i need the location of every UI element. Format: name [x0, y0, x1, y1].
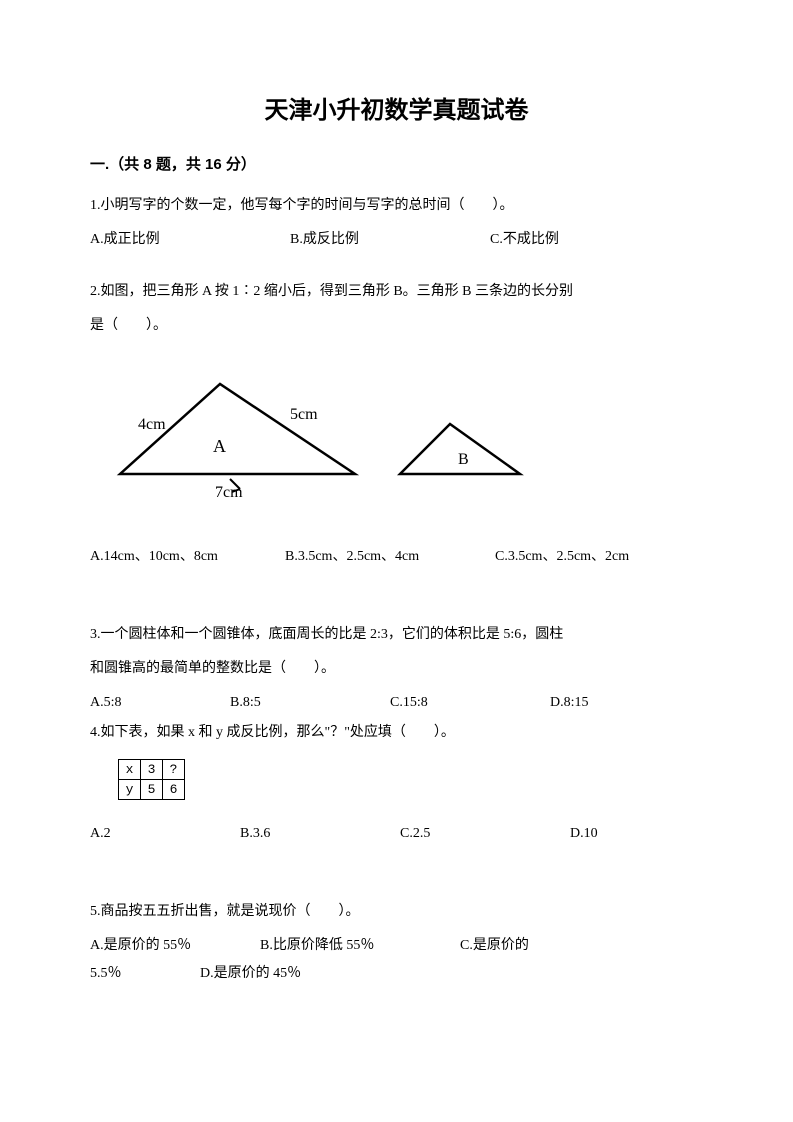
cell-y: y [119, 780, 141, 800]
q4-options: A.2 B.3.6 C.2.5 D.10 [90, 820, 703, 848]
q1-opt-c: C.不成比例 [490, 226, 559, 254]
q5-options-r1: A.是原价的 55％ B.比原价降低 55％ C.是原价的 [90, 932, 703, 960]
q2-opt-a: A.14cm、10cm、8cm [90, 543, 285, 571]
q3-opt-b: B.8:5 [230, 689, 390, 717]
q4-opt-a: A.2 [90, 820, 240, 848]
q2-text-l2: 是（ ）。 [90, 312, 703, 340]
q1-opt-b: B.成反比例 [290, 226, 490, 254]
cell-5: 5 [141, 780, 163, 800]
q4-opt-d: D.10 [570, 820, 598, 848]
q4-opt-b: B.3.6 [240, 820, 400, 848]
q1-opt-a: A.成正比例 [90, 226, 290, 254]
cell-q: ? [163, 760, 185, 780]
page-title: 天津小升初数学真题试卷 [90, 90, 703, 125]
tri-b-center-label: B [458, 451, 469, 468]
q3-text-l1: 3.一个圆柱体和一个圆锥体，底面周长的比是 2:3，它们的体积比是 5:6，圆柱 [90, 621, 703, 649]
q1-text: 1.小明写字的个数一定，他写每个字的时间与写字的总时间（ ）。 [90, 192, 703, 220]
q5-opt-d: D.是原价的 45％ [200, 960, 301, 988]
q2-opt-b: B.3.5cm、2.5cm、4cm [285, 543, 495, 571]
q2-opt-c: C.3.5cm、2.5cm、2cm [495, 543, 629, 571]
q5-opt-c2: 5.5％ [90, 960, 200, 988]
triangles-svg: 4cm 5cm 7cm A B [100, 364, 530, 514]
q3-opt-c: C.15:8 [390, 689, 550, 717]
table-row: x 3 ? [119, 760, 185, 780]
section-header: 一.（共 8 题，共 16 分） [90, 153, 703, 174]
q5-opt-c: C.是原价的 [460, 932, 529, 960]
table-row: y 5 6 [119, 780, 185, 800]
tri-a-right-label: 5cm [290, 406, 318, 423]
q5-opt-b: B.比原价降低 55％ [260, 932, 460, 960]
cell-3: 3 [141, 760, 163, 780]
q5-text: 5.商品按五五折出售，就是说现价（ ）。 [90, 898, 703, 926]
q3-opt-d: D.8:15 [550, 689, 589, 717]
q4-text: 4.如下表，如果 x 和 y 成反比例，那么"？"处应填（ ）。 [90, 719, 703, 747]
q2-text-l1: 2.如图，把三角形 A 按 1∶2 缩小后，得到三角形 B。三角形 B 三条边的… [90, 278, 703, 306]
tri-a-left-label: 4cm [138, 416, 166, 433]
q5-options-r2: 5.5％ D.是原价的 45％ [90, 960, 703, 988]
tri-a-center-label: A [213, 436, 226, 456]
q1-options: A.成正比例 B.成反比例 C.不成比例 [90, 226, 703, 254]
q4-table: x 3 ? y 5 6 [118, 759, 185, 800]
q5-opt-a: A.是原价的 55％ [90, 932, 260, 960]
q4-opt-c: C.2.5 [400, 820, 570, 848]
q2-diagram: 4cm 5cm 7cm A B [100, 364, 703, 519]
q3-options: A.5:8 B.8:5 C.15:8 D.8:15 [90, 689, 703, 717]
q2-options: A.14cm、10cm、8cm B.3.5cm、2.5cm、4cm C.3.5c… [90, 543, 703, 571]
q3-opt-a: A.5:8 [90, 689, 230, 717]
cell-6: 6 [163, 780, 185, 800]
cell-x: x [119, 760, 141, 780]
q3-text-l2: 和圆锥高的最简单的整数比是（ ）。 [90, 655, 703, 683]
